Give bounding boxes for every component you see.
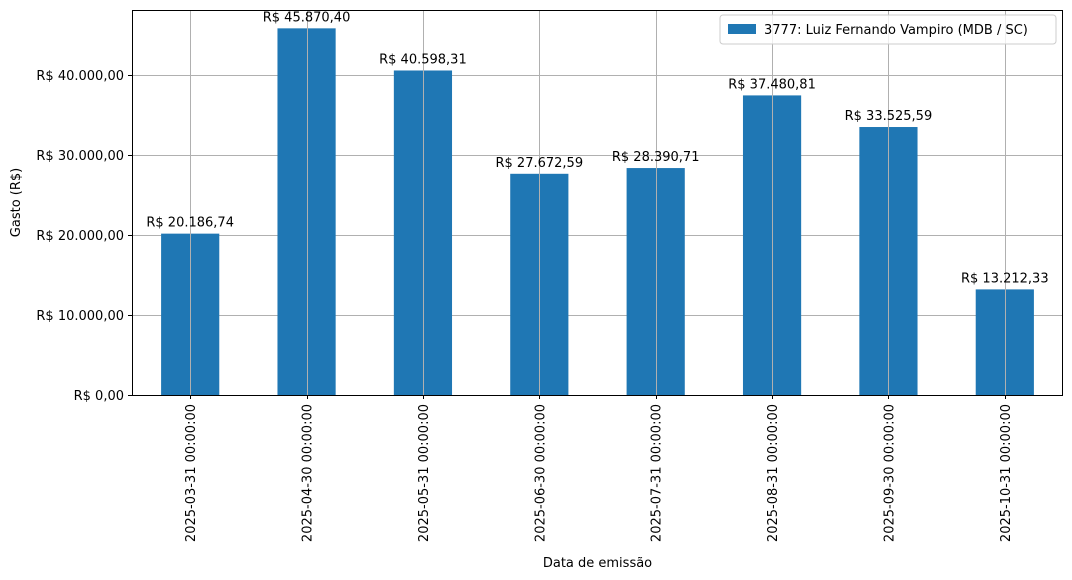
plot-frame [132,10,1063,396]
x-tick-label: 2025-09-30 00:00:00 [882,404,897,542]
y-tick-label: R$ 30.000,00 [36,149,124,164]
legend: 3777: Luiz Fernando Vampiro (MDB / SC) [719,14,1057,45]
bar [626,168,685,395]
x-tick-label: 2025-08-31 00:00:00 [766,404,781,542]
x-tick-label: 2025-07-31 00:00:00 [650,404,665,542]
x-tick-label: 2025-03-31 00:00:00 [184,404,199,542]
bar [393,70,453,395]
bar-value-label: R$ 13.212,33 [961,271,1049,286]
bar-value-label: R$ 28.390,71 [612,150,700,165]
x-axis-ticks: 2025-03-31 00:00:00 2025-04-30 00:00:00 20… [184,395,1014,542]
x-axis-label: Data de emissão [543,556,652,571]
y-axis-ticks: R$ 0,00 R$ 10.000,00 R$ 20.000,00 R$ 30.000… [36,69,132,404]
data-labels: R$ 20.186,74 R$ 45.870,40 R$ 40.598,31 R$ 2… [146,10,1048,286]
bar-value-label: R$ 27.672,59 [496,156,584,171]
bar-value-label: R$ 40.598,31 [379,52,467,67]
legend-swatch [728,24,756,34]
bar-value-label: R$ 37.480,81 [728,77,816,92]
legend-box [719,14,1057,45]
x-tick-label: 2025-06-30 00:00:00 [533,404,548,542]
vertical-grid [190,10,1006,395]
bar-value-label: R$ 45.870,40 [263,10,351,25]
y-axis-label: Gasto (R$) [9,168,24,237]
y-tick-label: R$ 10.000,00 [36,309,124,324]
x-tick-label: 2025-04-30 00:00:00 [301,404,316,542]
legend-label: 3777: Luiz Fernando Vampiro (MDB / SC) [764,23,1028,38]
bar-value-label: R$ 20.186,74 [146,216,234,231]
bars [161,28,1034,396]
y-tick-label: R$ 40.000,00 [36,69,124,84]
y-tick-label: R$ 20.000,00 [36,229,124,244]
x-tick-label: 2025-05-31 00:00:00 [417,404,432,542]
y-tick-label: R$ 0,00 [74,389,124,404]
x-tick-label: 2025-10-31 00:00:00 [999,404,1014,542]
bar [975,289,1034,395]
bar-value-label: R$ 33.525,59 [845,109,933,124]
bar [277,28,336,396]
